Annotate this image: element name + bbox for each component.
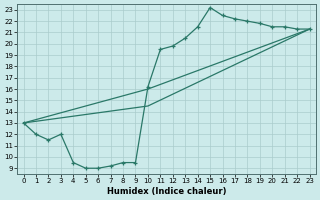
- X-axis label: Humidex (Indice chaleur): Humidex (Indice chaleur): [107, 187, 226, 196]
